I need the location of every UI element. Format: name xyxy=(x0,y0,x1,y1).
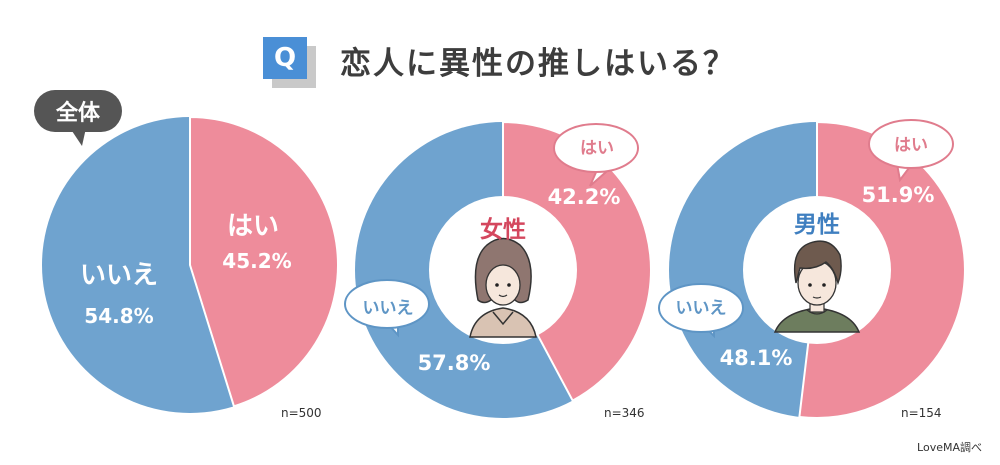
female-no-bubble-text: いいえ xyxy=(362,298,414,319)
male-yes-pct: 51.9% xyxy=(861,183,935,207)
female-yes-pct: 42.2% xyxy=(547,185,621,209)
q-badge: Q xyxy=(263,37,307,79)
female-yes-bubble-text: はい xyxy=(580,138,614,159)
page-title: 恋人に異性の推しはいる？ xyxy=(340,46,736,82)
female-avatar-icon xyxy=(469,237,537,338)
overall-no-pct: 54.8% xyxy=(84,304,154,328)
overall-no-label: いいえ xyxy=(79,260,159,291)
male-n: n=154 xyxy=(901,406,942,420)
overall-yes-pct: 45.2% xyxy=(222,249,292,273)
source-credit: LoveMA調べ xyxy=(917,441,982,454)
female-yes-bubble xyxy=(553,123,639,187)
female-no-bubble xyxy=(344,279,430,338)
male-donut xyxy=(669,120,966,419)
male-yes-bubble xyxy=(868,119,954,183)
overall-tag-tail xyxy=(70,128,86,146)
overall-yes-slice xyxy=(189,115,339,408)
male-label: 男性 xyxy=(794,212,840,238)
overall-pie xyxy=(42,115,339,413)
female-label: 女性 xyxy=(480,217,526,243)
male-avatar-icon xyxy=(773,240,861,333)
male-yes-bubble-text: はい xyxy=(894,135,928,156)
overall-yes-label: はい xyxy=(226,211,280,242)
overall-tag: 全体 xyxy=(34,90,122,132)
overall-n: n=500 xyxy=(281,406,322,420)
female-no-pct: 57.8% xyxy=(417,351,491,375)
male-no-bubble-text: いいえ xyxy=(675,298,727,319)
female-n: n=346 xyxy=(604,406,645,420)
female-donut xyxy=(355,120,652,418)
male-no-bubble xyxy=(658,283,744,339)
male-no-pct: 48.1% xyxy=(719,346,793,370)
